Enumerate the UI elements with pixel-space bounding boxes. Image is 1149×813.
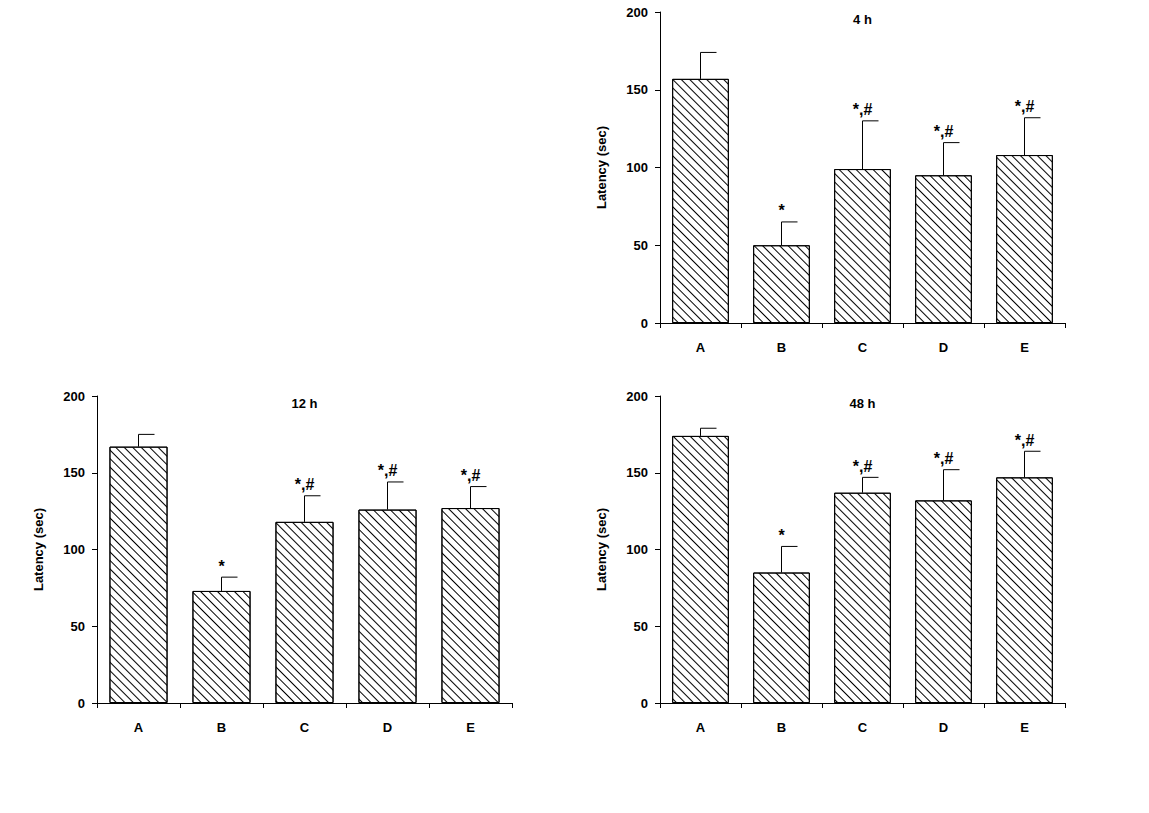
svg-text:*,#: *,# xyxy=(853,458,873,475)
svg-text:D: D xyxy=(939,720,948,735)
svg-text:150: 150 xyxy=(626,465,648,480)
svg-text:C: C xyxy=(858,720,868,735)
svg-text:*: * xyxy=(218,558,225,575)
svg-text:E: E xyxy=(1020,340,1029,355)
svg-text:150: 150 xyxy=(626,82,648,97)
svg-text:B: B xyxy=(777,340,786,355)
svg-text:*,#: *,# xyxy=(295,476,315,493)
svg-text:50: 50 xyxy=(634,619,648,634)
svg-text:12 h: 12 h xyxy=(291,396,317,411)
svg-text:50: 50 xyxy=(71,619,85,634)
svg-text:0: 0 xyxy=(641,696,648,711)
svg-text:D: D xyxy=(939,340,948,355)
svg-text:4 h: 4 h xyxy=(853,12,872,27)
svg-text:*,#: *,# xyxy=(1015,432,1035,449)
svg-text:48 h: 48 h xyxy=(849,396,875,411)
svg-text:200: 200 xyxy=(626,389,648,404)
svg-text:*: * xyxy=(778,202,785,219)
svg-text:*,#: *,# xyxy=(934,123,954,140)
svg-text:Latency (sec): Latency (sec) xyxy=(31,508,46,591)
svg-text:D: D xyxy=(383,720,392,735)
svg-text:*: * xyxy=(778,527,785,544)
svg-text:50: 50 xyxy=(634,238,648,253)
svg-text:100: 100 xyxy=(63,542,85,557)
svg-text:E: E xyxy=(1020,720,1029,735)
svg-text:200: 200 xyxy=(626,5,648,20)
svg-text:Latency (sec): Latency (sec) xyxy=(594,508,609,591)
svg-text:*,#: *,# xyxy=(853,101,873,118)
svg-text:150: 150 xyxy=(63,465,85,480)
svg-text:Latency (sec): Latency (sec) xyxy=(594,126,609,209)
svg-text:*,#: *,# xyxy=(1015,98,1035,115)
svg-text:*,#: *,# xyxy=(461,467,481,484)
svg-text:B: B xyxy=(777,720,786,735)
svg-text:A: A xyxy=(134,720,144,735)
svg-text:100: 100 xyxy=(626,542,648,557)
svg-text:100: 100 xyxy=(626,160,648,175)
svg-text:200: 200 xyxy=(63,389,85,404)
svg-text:*,#: *,# xyxy=(378,462,398,479)
svg-text:A: A xyxy=(696,720,706,735)
svg-text:*,#: *,# xyxy=(934,450,954,467)
svg-text:A: A xyxy=(696,340,706,355)
svg-text:0: 0 xyxy=(641,316,648,331)
svg-text:0: 0 xyxy=(78,696,85,711)
svg-text:C: C xyxy=(858,340,868,355)
svg-text:C: C xyxy=(300,720,310,735)
svg-text:B: B xyxy=(217,720,226,735)
svg-text:E: E xyxy=(466,720,475,735)
